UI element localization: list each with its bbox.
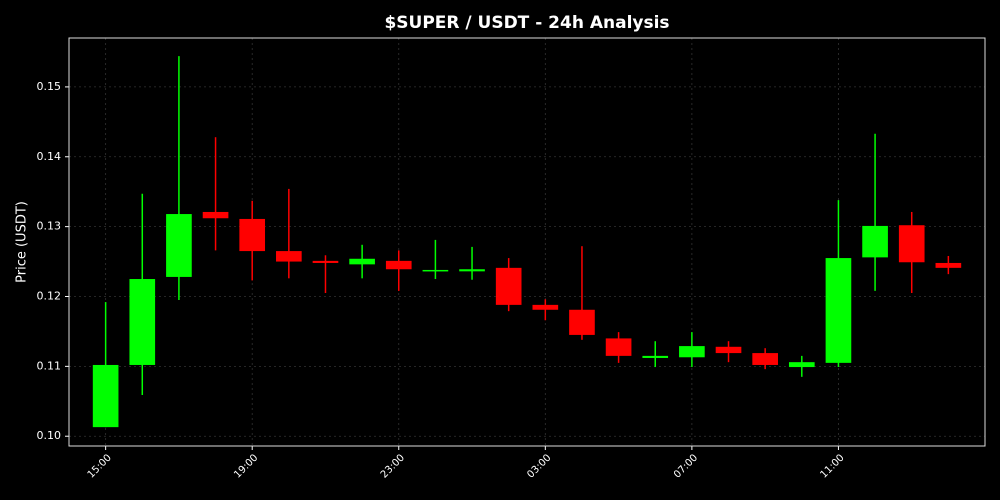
plot-frame	[68, 37, 986, 447]
y-tick-label: 0.14	[37, 150, 62, 163]
candle-body	[349, 258, 375, 265]
chart-title: $SUPER / USDT - 24h Analysis	[384, 13, 669, 33]
candle-body	[92, 364, 119, 428]
y-tick-label: 0.15	[37, 80, 62, 93]
candle-body	[166, 214, 192, 277]
candle-body	[312, 260, 339, 263]
y-tick-label: 0.12	[37, 289, 62, 302]
candle-body	[239, 218, 266, 252]
candle-body	[825, 258, 852, 363]
y-tick-label: 0.11	[37, 359, 62, 372]
candle-body	[202, 211, 229, 219]
candle-body	[129, 279, 156, 365]
y-tick-label: 0.13	[37, 220, 62, 233]
candle-body	[532, 304, 559, 310]
candle-body	[495, 267, 522, 305]
candle-body	[569, 309, 595, 335]
candle-body	[715, 346, 742, 354]
candle-body	[788, 362, 815, 368]
candle-body	[605, 338, 632, 356]
candle-body	[752, 353, 778, 365]
y-axis-label: Price (USDT)	[15, 201, 30, 283]
y-tick-label: 0.10	[37, 429, 62, 442]
candle-body	[276, 251, 302, 262]
candle-body	[862, 225, 888, 258]
candle-body	[679, 346, 705, 358]
candle-body	[642, 355, 669, 358]
candle-body	[385, 260, 412, 270]
candle-body	[898, 225, 925, 263]
candle-body	[422, 269, 449, 272]
candle-body	[459, 269, 485, 272]
candle-body	[935, 262, 962, 268]
